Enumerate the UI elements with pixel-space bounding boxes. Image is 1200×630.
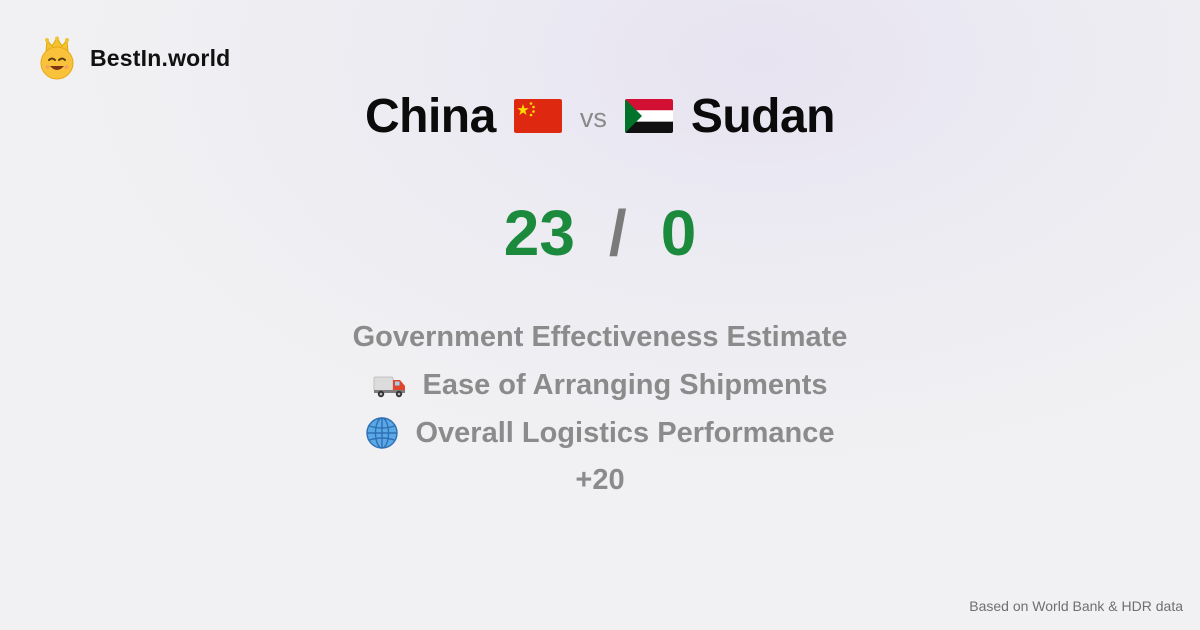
metric-item[interactable]: Ease of Arranging Shipments: [373, 361, 828, 409]
vs-label: vs: [579, 102, 607, 133]
metric-item[interactable]: Government Effectiveness Estimate: [353, 313, 848, 361]
metric-label: Ease of Arranging Shipments: [422, 368, 828, 401]
brand[interactable]: BestIn.world: [38, 36, 230, 80]
brand-name: BestIn.world: [90, 44, 231, 71]
matchup-header: China vs Sudan: [0, 86, 1200, 146]
sudan-flag-icon: [624, 99, 673, 133]
data-source-note: Based on World Bank & HDR data: [969, 598, 1183, 614]
more-metrics-link[interactable]: +20: [575, 463, 625, 496]
crown-smiley-icon: [40, 36, 74, 80]
score-left: 23: [503, 197, 575, 269]
metrics-list: Government Effectiveness Estimate Ease o…: [0, 313, 1200, 503]
score-right: 0: [660, 197, 697, 269]
china-flag-icon: [513, 99, 562, 133]
metric-item[interactable]: Overall Logistics Performance: [365, 409, 835, 457]
country-right-name[interactable]: Sudan: [690, 89, 836, 143]
globe-icon: [366, 417, 399, 449]
metric-label: Government Effectiveness Estimate: [352, 320, 848, 353]
score: 23 / 0: [0, 194, 1200, 272]
country-left-name[interactable]: China: [364, 89, 496, 143]
score-separator: /: [608, 197, 627, 269]
metric-label: Overall Logistics Performance: [415, 416, 835, 449]
truck-icon: [373, 376, 405, 398]
